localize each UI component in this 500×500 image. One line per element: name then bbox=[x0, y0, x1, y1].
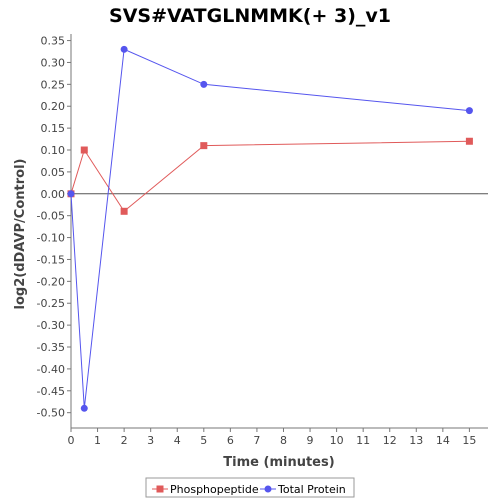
y-tick-label: 0.00 bbox=[41, 188, 66, 201]
legend-marker-2 bbox=[264, 485, 272, 493]
x-tick-label: 11 bbox=[356, 434, 370, 447]
x-tick-label: 6 bbox=[227, 434, 234, 447]
data-point-2 bbox=[67, 190, 75, 198]
x-tick-label: 5 bbox=[200, 434, 207, 447]
y-tick-label: -0.45 bbox=[37, 385, 65, 398]
data-point-1 bbox=[200, 142, 208, 150]
legend-marker-1 bbox=[156, 485, 164, 493]
x-tick-label: 10 bbox=[330, 434, 344, 447]
legend-label-1: Phosphopeptide bbox=[170, 483, 259, 496]
data-point-1 bbox=[120, 207, 128, 215]
x-tick-label: 1 bbox=[94, 434, 101, 447]
x-tick-label: 14 bbox=[436, 434, 450, 447]
y-tick-label: -0.20 bbox=[37, 275, 65, 288]
y-tick-label: 0.35 bbox=[41, 35, 66, 48]
x-tick-label: 12 bbox=[383, 434, 397, 447]
data-point-2 bbox=[80, 404, 88, 412]
x-tick-label: 4 bbox=[174, 434, 181, 447]
plot-area: -0.50 -0.45 -0.40 -0.35 -0.30 -0.25 -0.20 -0.15… bbox=[37, 34, 488, 447]
data-point-2 bbox=[200, 80, 208, 88]
x-tick-label: 3 bbox=[147, 434, 154, 447]
data-point-2 bbox=[465, 107, 473, 115]
data-point-1 bbox=[465, 137, 473, 145]
chart-title: SVS#VATGLNMMK(+ 3)_v1 bbox=[109, 5, 391, 27]
y-tick-label: -0.10 bbox=[37, 232, 65, 245]
y-axis-title: log2(dDAVP/Control) bbox=[13, 159, 28, 310]
y-tick-label: 0.10 bbox=[41, 144, 66, 157]
x-tick-label: 2 bbox=[121, 434, 128, 447]
y-tick-label: -0.35 bbox=[37, 341, 65, 354]
x-tick-label: 9 bbox=[307, 434, 314, 447]
x-tick-label: 15 bbox=[462, 434, 476, 447]
x-tick-label: 13 bbox=[409, 434, 423, 447]
data-point-1 bbox=[80, 146, 88, 154]
y-tick-label: -0.05 bbox=[37, 210, 65, 223]
y-tick-label: 0.20 bbox=[41, 100, 66, 113]
y-tick-label: 0.05 bbox=[41, 166, 66, 179]
y-tick-label: -0.50 bbox=[37, 407, 65, 420]
legend: Phosphopeptide Total Protein bbox=[145, 477, 355, 498]
legend-box bbox=[145, 477, 355, 498]
y-tick-label: -0.30 bbox=[37, 319, 65, 332]
y-tick-label: -0.40 bbox=[37, 363, 65, 376]
legend-label-2: Total Protein bbox=[277, 483, 346, 496]
y-tick-label: -0.25 bbox=[37, 297, 65, 310]
y-tick-label: 0.30 bbox=[41, 56, 66, 69]
x-tick-label: 8 bbox=[280, 434, 287, 447]
x-tick-label: 7 bbox=[253, 434, 260, 447]
x-tick-label: 0 bbox=[68, 434, 75, 447]
x-axis-title: Time (minutes) bbox=[223, 455, 334, 470]
data-point-2 bbox=[120, 45, 128, 53]
y-tick-label: 0.15 bbox=[41, 122, 66, 135]
plot-background bbox=[71, 34, 488, 428]
y-tick-label: -0.15 bbox=[37, 253, 65, 266]
y-tick-label: 0.25 bbox=[41, 78, 66, 91]
